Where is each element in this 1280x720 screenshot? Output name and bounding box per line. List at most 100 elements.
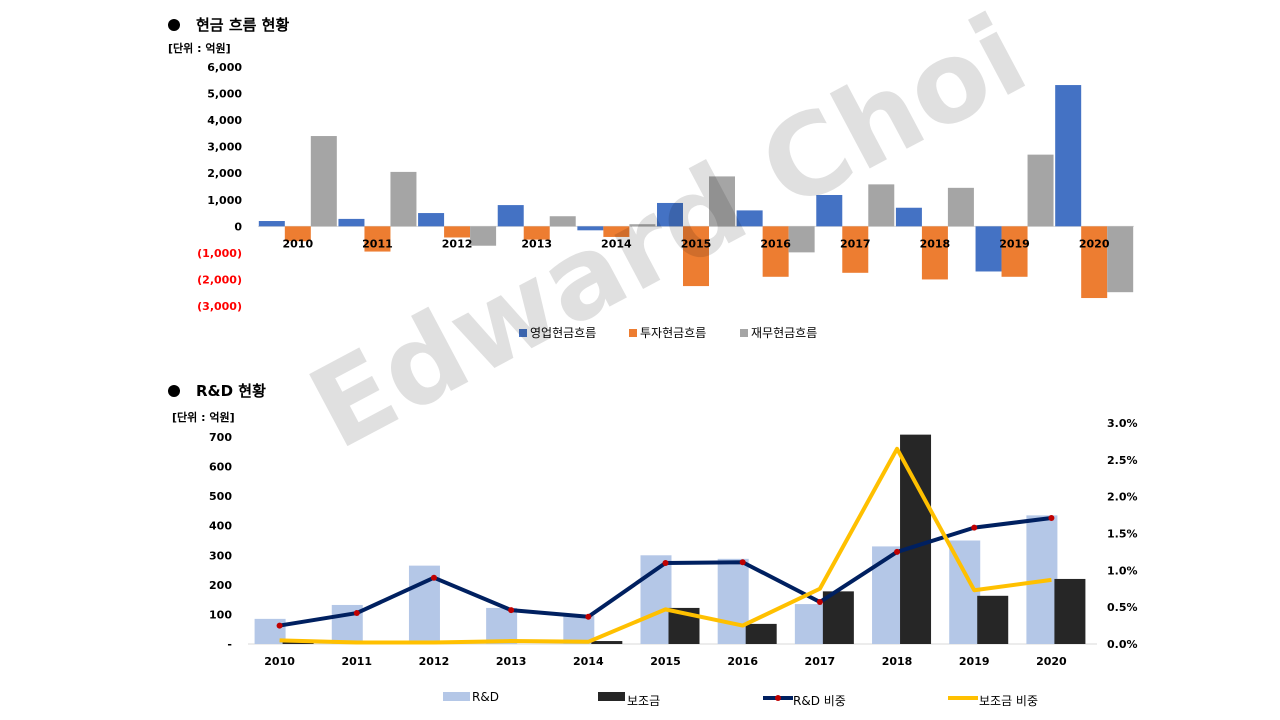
legend-label: R&D xyxy=(472,690,499,704)
y-tick-label: (1,000) xyxy=(197,247,242,260)
y2-tick-label: 3.0% xyxy=(1107,417,1138,430)
y-tick-label: 1,000 xyxy=(207,194,242,207)
bar-operating xyxy=(736,210,763,227)
legend-swatch xyxy=(740,329,748,337)
bar-financing xyxy=(947,187,974,227)
y-tick-label: 600 xyxy=(209,461,232,474)
rnd-ratio-marker xyxy=(1048,515,1055,522)
x-tick-label: 2020 xyxy=(1036,655,1067,668)
bar-financing xyxy=(868,184,895,227)
legend-swatch xyxy=(443,692,470,701)
x-tick-label: 2015 xyxy=(681,237,712,250)
x-tick-label: 2016 xyxy=(727,655,758,668)
y2-tick-label: 1.5% xyxy=(1107,528,1138,541)
cash-flow-chart: (3,000) (2,000) (1,000) 0 1,000 2,000 3,000 4,0… xyxy=(197,61,1134,340)
y-tick-label: 100 xyxy=(209,608,232,621)
x-tick-label: 2016 xyxy=(760,237,791,250)
bar-financing xyxy=(310,136,337,227)
rnd-ratio-marker xyxy=(276,622,283,629)
y2-tick-label: 0.5% xyxy=(1107,601,1138,614)
bar-subsidy xyxy=(900,434,932,644)
bar-financing xyxy=(390,171,417,227)
x-tick-label: 2011 xyxy=(362,237,393,250)
x-tick-label: 2018 xyxy=(882,655,913,668)
legend-label: 보조금 비중 xyxy=(979,694,1038,708)
x-tick-label: 2014 xyxy=(573,655,604,668)
rnd-title: R&D 현황 xyxy=(168,380,266,401)
bar-rnd xyxy=(717,558,749,644)
legend-swatch xyxy=(629,329,637,337)
y-tick-label: 200 xyxy=(209,579,232,592)
y-tick-label: - xyxy=(227,638,232,651)
x-tick-label: 2019 xyxy=(959,655,990,668)
legend-label: 영업현금흐름 xyxy=(530,326,596,340)
x-tick-label: 2020 xyxy=(1079,237,1110,250)
rnd-unit: [단위 : 억원] xyxy=(172,411,235,424)
bar-rnd xyxy=(872,546,904,644)
bar-investing xyxy=(603,226,630,237)
bar-operating xyxy=(1055,85,1082,227)
rnd-title-text: R&D 현황 xyxy=(196,382,266,400)
y2-tick-label: 0.0% xyxy=(1107,638,1138,651)
bar-investing xyxy=(762,226,789,277)
bar-operating xyxy=(577,226,604,231)
cash-flow-unit: [단위 : 억원] xyxy=(168,42,231,55)
subsidy-ratio-line xyxy=(279,446,1052,645)
bar-subsidy xyxy=(822,591,854,644)
bar-operating xyxy=(816,194,843,227)
legend-label: R&D 비중 xyxy=(793,694,846,708)
y-tick-label: 3,000 xyxy=(207,141,242,154)
x-tick-label: 2015 xyxy=(650,655,681,668)
rnd-ratio-marker xyxy=(430,574,437,581)
bar-operating xyxy=(497,205,524,227)
x-tick-label: 2010 xyxy=(264,655,295,668)
bar-rnd xyxy=(486,607,518,644)
bullet-icon xyxy=(168,18,180,31)
y-tick-label: 300 xyxy=(209,549,232,562)
bar-investing xyxy=(842,226,869,273)
y-tick-label: 400 xyxy=(209,520,232,533)
rnd-ratio-marker xyxy=(508,607,515,614)
rnd-ratio-marker xyxy=(739,559,746,566)
bar-financing xyxy=(629,224,656,227)
bar-investing xyxy=(284,226,311,242)
y-tick-label: 2,000 xyxy=(207,167,242,180)
bar-operating xyxy=(895,207,922,227)
bar-investing xyxy=(683,226,709,287)
legend-swatch xyxy=(519,329,527,337)
x-tick-label: 2012 xyxy=(419,655,450,668)
y-tick-label: (2,000) xyxy=(197,273,242,286)
bar-investing xyxy=(1081,226,1108,299)
bar-financing xyxy=(549,216,576,227)
bar-rnd xyxy=(794,604,826,644)
bar-subsidy xyxy=(591,641,623,644)
x-tick-label: 2011 xyxy=(341,655,372,668)
bar-operating xyxy=(258,221,285,227)
bar-financing xyxy=(470,226,497,246)
rnd-ratio-marker xyxy=(971,524,978,531)
bar-investing xyxy=(921,226,948,280)
y-tick-label: 5,000 xyxy=(207,88,242,101)
x-tick-label: 2013 xyxy=(496,655,527,668)
x-tick-label: 2012 xyxy=(442,237,473,250)
bar-operating xyxy=(338,218,365,227)
y-tick-label: 500 xyxy=(209,490,232,503)
x-tick-label: 2018 xyxy=(920,237,951,250)
bar-investing xyxy=(444,226,471,238)
y-tick-label: 0 xyxy=(234,220,242,233)
rnd-ratio-marker xyxy=(816,599,823,606)
bar-subsidy xyxy=(977,595,1009,644)
bar-operating xyxy=(657,202,683,227)
bar-investing xyxy=(523,226,550,240)
bar-subsidy xyxy=(1054,578,1086,644)
bar-financing xyxy=(788,226,815,253)
y-tick-label: (3,000) xyxy=(197,300,242,313)
legend-label: 투자현금흐름 xyxy=(640,326,706,340)
x-tick-label: 2017 xyxy=(840,237,871,250)
x-tick-label: 2019 xyxy=(999,237,1030,250)
legend-label: 보조금 xyxy=(627,694,660,708)
rnd-ratio-marker xyxy=(585,613,592,620)
y-tick-label: 4,000 xyxy=(207,114,242,127)
y-tick-label: 700 xyxy=(209,431,232,444)
bullet-icon xyxy=(168,384,180,397)
